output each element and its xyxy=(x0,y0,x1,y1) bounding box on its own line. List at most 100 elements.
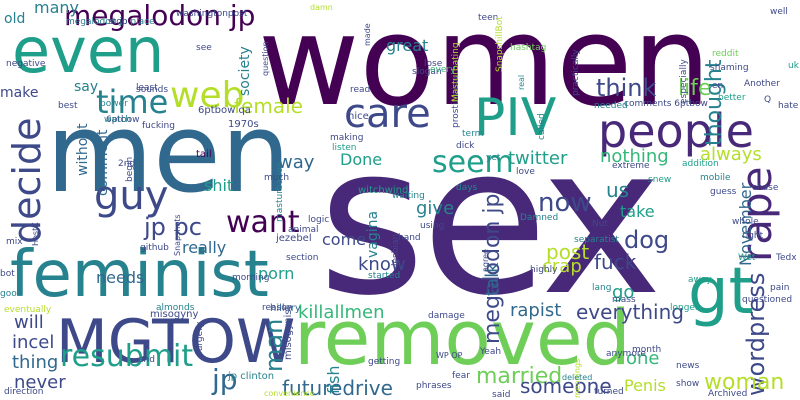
cloud-word: Done xyxy=(340,150,383,169)
cloud-word: extreme xyxy=(612,161,650,171)
cloud-word: highly xyxy=(530,265,558,275)
cloud-word: fish xyxy=(324,365,343,394)
cloud-word: incel xyxy=(12,332,55,353)
cloud-word: 6ptbow qa xyxy=(198,105,251,116)
cloud-word: love xyxy=(516,167,535,177)
cloud-word: nothing xyxy=(600,146,669,167)
cloud-word: tail xyxy=(196,149,212,160)
cloud-word: guess xyxy=(710,187,737,197)
cloud-word: society xyxy=(237,46,253,96)
cloud-word: lesbian xyxy=(391,233,401,266)
cloud-word: real xyxy=(517,74,526,90)
cloud-word: listen xyxy=(332,143,357,153)
cloud-word: hillary xyxy=(270,303,301,314)
cloud-word: hate xyxy=(778,101,799,111)
cloud-word: misogyny xyxy=(150,309,199,320)
cloud-word: jezebel xyxy=(276,233,312,244)
cloud-word: married xyxy=(476,364,563,389)
cloud-word: people xyxy=(598,104,754,158)
cloud-word: using xyxy=(420,221,445,231)
cloud-word: fear xyxy=(452,371,470,381)
cloud-word: Masturbating xyxy=(451,42,461,102)
cloud-word: web xyxy=(170,75,245,116)
cloud-word: hashtag xyxy=(510,43,547,53)
cloud-word: jp xyxy=(212,363,238,396)
cloud-word: questioned xyxy=(742,295,793,305)
cloud-word: surgery xyxy=(195,321,205,356)
cloud-word: megalodon jp xyxy=(64,0,256,32)
cloud-word: someone xyxy=(520,374,612,398)
cloud-word: least xyxy=(136,83,158,93)
cloud-word: logic xyxy=(308,215,330,225)
cloud-word: Penis xyxy=(624,376,666,395)
cloud-word: washingtonpost xyxy=(176,9,248,19)
cloud-word: said xyxy=(492,390,511,400)
cloud-word: decide xyxy=(5,117,49,244)
cloud-word: MGTOW xyxy=(56,307,296,377)
cloud-word: Snapshots xyxy=(173,214,182,256)
cloud-word: sounds xyxy=(136,85,169,95)
cloud-word: month xyxy=(632,345,662,355)
cloud-word: female xyxy=(234,94,303,118)
cloud-word: dick xyxy=(456,141,475,151)
cloud-word: guy xyxy=(94,173,169,219)
cloud-word: witchwind xyxy=(358,185,409,196)
cloud-word: shaming xyxy=(710,63,749,73)
cloud-word: power xyxy=(100,99,128,109)
cloud-word: 6ptbow xyxy=(106,115,140,125)
cloud-word: Tedx xyxy=(776,253,797,263)
cloud-word: time xyxy=(96,83,169,121)
cloud-word: whole xyxy=(732,217,759,227)
cloud-word: Yeah xyxy=(480,347,502,357)
cloud-word: comments 6ptbow xyxy=(624,99,708,109)
cloud-word: even xyxy=(12,14,165,87)
cloud-word: rapist xyxy=(510,300,562,321)
cloud-word: waiting xyxy=(392,191,425,201)
cloud-word: HostX xyxy=(31,222,40,246)
cloud-word: mobile xyxy=(700,173,731,183)
cloud-word: removed xyxy=(294,293,631,382)
cloud-word: vagina xyxy=(365,210,381,258)
cloud-word: away xyxy=(688,275,712,285)
cloud-word: teen xyxy=(478,13,499,23)
cloud-word: crap xyxy=(542,256,582,277)
cloud-word: snew xyxy=(648,175,672,185)
cloud-word: know xyxy=(358,254,406,275)
cloud-word: pain xyxy=(770,283,790,293)
cloud-word: negative xyxy=(6,59,46,69)
cloud-word: PIV xyxy=(474,88,557,148)
cloud-word: jp clinton xyxy=(228,371,275,382)
cloud-word: reason xyxy=(262,303,293,313)
cloud-word: separatist xyxy=(574,235,619,245)
cloud-word: see xyxy=(196,43,212,53)
cloud-word: phrases xyxy=(416,381,452,391)
cloud-word: good xyxy=(0,289,23,299)
cloud-word: called xyxy=(537,113,547,140)
cloud-word: great xyxy=(386,36,429,55)
cloud-word: stop xyxy=(108,17,128,27)
cloud-word: almonds xyxy=(156,303,195,313)
cloud-word: read xyxy=(350,85,371,95)
cloud-word: animal xyxy=(288,225,319,235)
cloud-word: will xyxy=(14,312,44,333)
cloud-word: want xyxy=(226,205,300,240)
cloud-word: care xyxy=(344,91,431,137)
cloud-word: end xyxy=(138,355,155,365)
cloud-word: slogan xyxy=(412,67,442,77)
cloud-word: started xyxy=(368,271,401,281)
cloud-word: direction xyxy=(4,387,44,397)
cloud-word: many xyxy=(34,0,79,17)
cloud-word: megalodon jp place xyxy=(66,17,155,27)
cloud-word: one xyxy=(626,348,660,369)
cloud-word: chase xyxy=(752,183,779,193)
cloud-word: getting xyxy=(368,357,401,367)
cloud-word: dog xyxy=(624,226,670,254)
cloud-word: news xyxy=(676,361,700,371)
cloud-word: Archived xyxy=(708,389,748,399)
cloud-word: SnapshillBot xyxy=(495,16,505,72)
cloud-word: feminist xyxy=(10,238,269,312)
cloud-word: woman xyxy=(704,370,785,395)
cloud-word: now xyxy=(538,188,592,218)
cloud-word: deleted xyxy=(562,373,593,382)
